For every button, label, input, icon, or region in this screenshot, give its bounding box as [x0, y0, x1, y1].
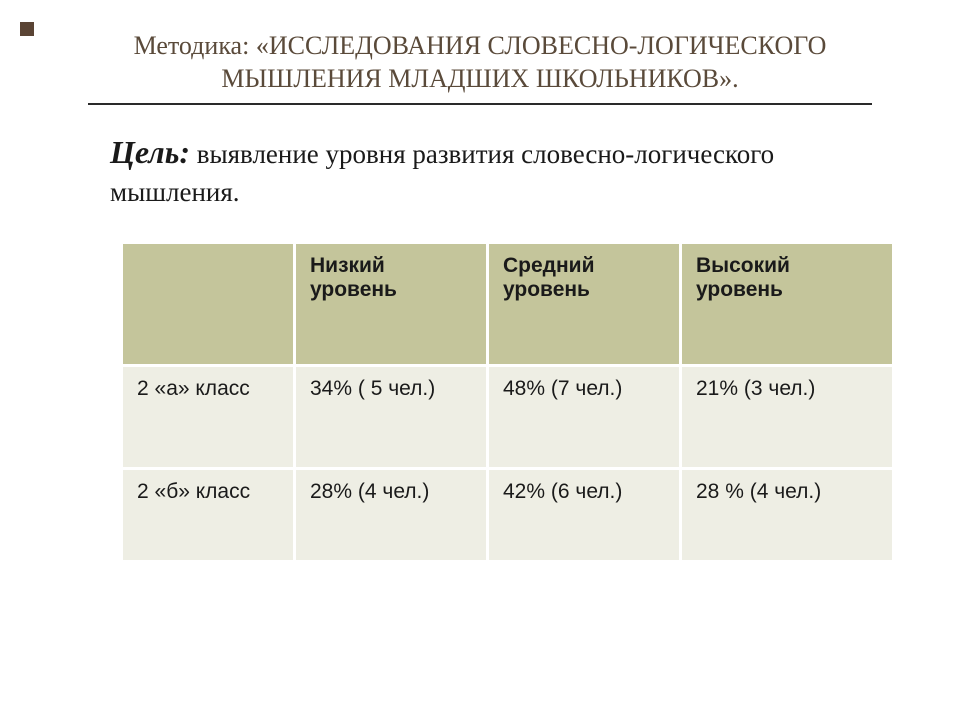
col-header: Низкий уровень [296, 244, 486, 364]
col-header: Средний уровень [489, 244, 679, 364]
title-underline [88, 103, 872, 105]
cell: 42% (6 чел.) [489, 470, 679, 560]
cell: 28 % (4 чел.) [682, 470, 892, 560]
cell: 48% (7 чел.) [489, 367, 679, 467]
results-table: Низкий уровень Средний уровень Высокий у… [120, 241, 895, 563]
col-header: Высокий уровень [682, 244, 892, 364]
goal-label: Цель: [110, 134, 190, 170]
slide-title: Методика: «ИССЛЕДОВАНИЯ СЛОВЕСНО-ЛОГИЧЕС… [100, 30, 860, 95]
cell: 21% (3 чел.) [682, 367, 892, 467]
cell: 2 «б» класс [123, 470, 293, 560]
slide: Методика: «ИССЛЕДОВАНИЯ СЛОВЕСНО-ЛОГИЧЕС… [0, 0, 960, 720]
cell: 28% (4 чел.) [296, 470, 486, 560]
table-row: 2 «а» класс 34% ( 5 чел.) 48% (7 чел.) 2… [123, 367, 892, 467]
table-row: 2 «б» класс 28% (4 чел.) 42% (6 чел.) 28… [123, 470, 892, 560]
cell: 2 «а» класс [123, 367, 293, 467]
goal-paragraph: Цель: выявление уровня развития словесно… [110, 131, 860, 211]
cell: 34% ( 5 чел.) [296, 367, 486, 467]
title-block: Методика: «ИССЛЕДОВАНИЯ СЛОВЕСНО-ЛОГИЧЕС… [100, 30, 860, 95]
col-header [123, 244, 293, 364]
goal-text: выявление уровня развития словесно-логич… [110, 139, 774, 207]
corner-square-icon [20, 22, 34, 36]
table-header-row: Низкий уровень Средний уровень Высокий у… [123, 244, 892, 364]
